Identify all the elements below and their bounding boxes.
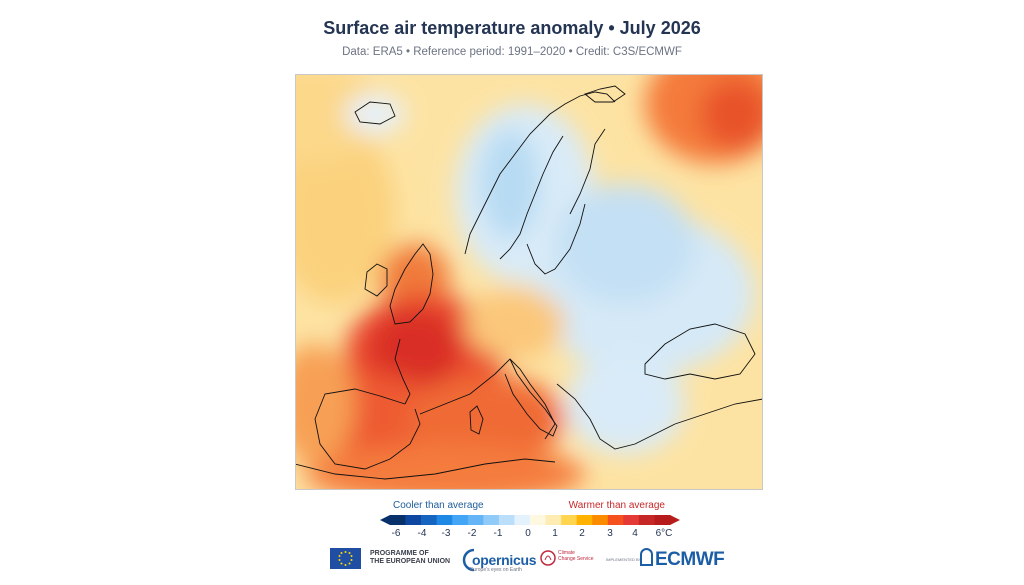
colorbar-tick-label: 0 (525, 528, 531, 539)
copernicus-text: opernicus (472, 552, 537, 568)
colorbar-cell (452, 515, 469, 525)
copernicus-subtext: Europe's eyes on Earth (470, 567, 522, 573)
cool-iceland (345, 94, 405, 134)
coast-sweden (499, 135, 564, 260)
implemented-by-text: IMPLEMENTED BY (606, 557, 642, 562)
colorbar-cell (654, 515, 671, 525)
colorbar-cell (607, 515, 624, 525)
ecmwf-text: ECMWF (655, 549, 725, 570)
copernicus-c-icon (462, 548, 475, 572)
cool-balkans (565, 354, 685, 454)
coast-north-africa (295, 458, 556, 480)
colorbar-tick-label: -2 (467, 528, 477, 539)
colorbar-arrow-left (380, 515, 390, 525)
eu-programme-text: PROGRAMME OF THE EUROPEAN UNION (370, 550, 450, 566)
coast-france-atlantic (394, 338, 411, 405)
coast-britain (389, 243, 434, 325)
colorbar-arrow-right (670, 515, 680, 525)
ecmwf-logo: ECMWF (640, 548, 725, 571)
colorbar-tick-label: 1 (552, 528, 558, 539)
colorbar-cell (514, 515, 531, 525)
logo-strip: PROGRAMME OF THE EUROPEAN UNION opernicu… (0, 545, 1024, 585)
colorbar-cell (405, 515, 422, 525)
c3s-line-2: Change Service (558, 556, 594, 562)
c3s-logo: Climate Change Service (540, 546, 594, 575)
colorbar-cell (545, 515, 562, 525)
colorbar-cell (530, 515, 546, 525)
anomaly-map (295, 74, 763, 490)
colorbar-cell (436, 515, 453, 525)
colorbar-cell (561, 515, 577, 525)
coast-balkans (556, 383, 676, 450)
colorbar-tick-label: 4 (632, 528, 638, 539)
eu-flag-icon (330, 548, 361, 569)
cool-label: Cooler than average (393, 500, 484, 511)
colorbar-tick-label: -4 (417, 528, 427, 539)
colorbar-cell (390, 515, 406, 525)
colorbar-cell (638, 515, 655, 525)
c3s-circle-icon (540, 550, 556, 566)
colorbar-cell (498, 515, 515, 525)
c3s-line-1: Climate (558, 550, 575, 556)
coast-mediterranean-north (419, 358, 556, 440)
eu-line-1: PROGRAMME OF (370, 550, 429, 557)
colorbar-ticks: -6 -4 -3 -2 -1 0 1 2 3 4 6°C (380, 528, 680, 542)
coast-norway (464, 91, 616, 255)
coast-sardinia (469, 405, 484, 435)
colorbar-tick-label: 3 (607, 528, 613, 539)
copernicus-logo: opernicus Europe's eyes on Earth (460, 545, 537, 580)
ecmwf-mark-icon (640, 548, 653, 566)
warm-sw-atlantic (295, 344, 355, 464)
warm-central-europe (465, 289, 565, 359)
coast-italy (504, 358, 558, 437)
coast-ireland (364, 263, 388, 297)
coastlines (295, 85, 763, 480)
cool-russia (555, 184, 695, 304)
colorbar-cell (592, 515, 609, 525)
coast-turkey (674, 398, 763, 425)
cool-norway (480, 129, 540, 239)
page-title: Surface air temperature anomaly • July 2… (323, 18, 701, 38)
colorbar-cell (576, 515, 593, 525)
warm-label: Warmer than average (568, 500, 665, 511)
warm-france-core (370, 309, 460, 389)
colorbar-tick-label: -6 (391, 528, 401, 539)
colorbar-cell (421, 515, 437, 525)
warm-arctic-ne-core (700, 79, 763, 149)
colorbar-tick-label: -1 (493, 528, 503, 539)
colorbar-tick-label: 6°C (655, 528, 673, 539)
colorbar-tick-label: 2 (579, 528, 585, 539)
coast-black-sea (644, 323, 756, 380)
colorbar-tick-label: -3 (441, 528, 451, 539)
colorbar-cell (623, 515, 640, 525)
warm-north-africa (305, 444, 585, 490)
coast-kola (584, 85, 626, 103)
warm-west-atlantic (295, 124, 395, 304)
coast-iberia (314, 388, 421, 470)
color-bar (380, 515, 680, 525)
page-subtitle: Data: ERA5 • Reference period: 1991–2020… (342, 46, 682, 58)
colorbar-cell (483, 515, 500, 525)
colorbar-cell (467, 515, 484, 525)
coast-iceland (354, 101, 396, 125)
legend-labels: Cooler than average Warmer than average (380, 500, 675, 514)
warm-mediterranean (405, 374, 565, 464)
coast-finland (569, 128, 606, 215)
coast-baltic (526, 203, 586, 275)
eu-line-2: THE EUROPEAN UNION (370, 558, 451, 565)
